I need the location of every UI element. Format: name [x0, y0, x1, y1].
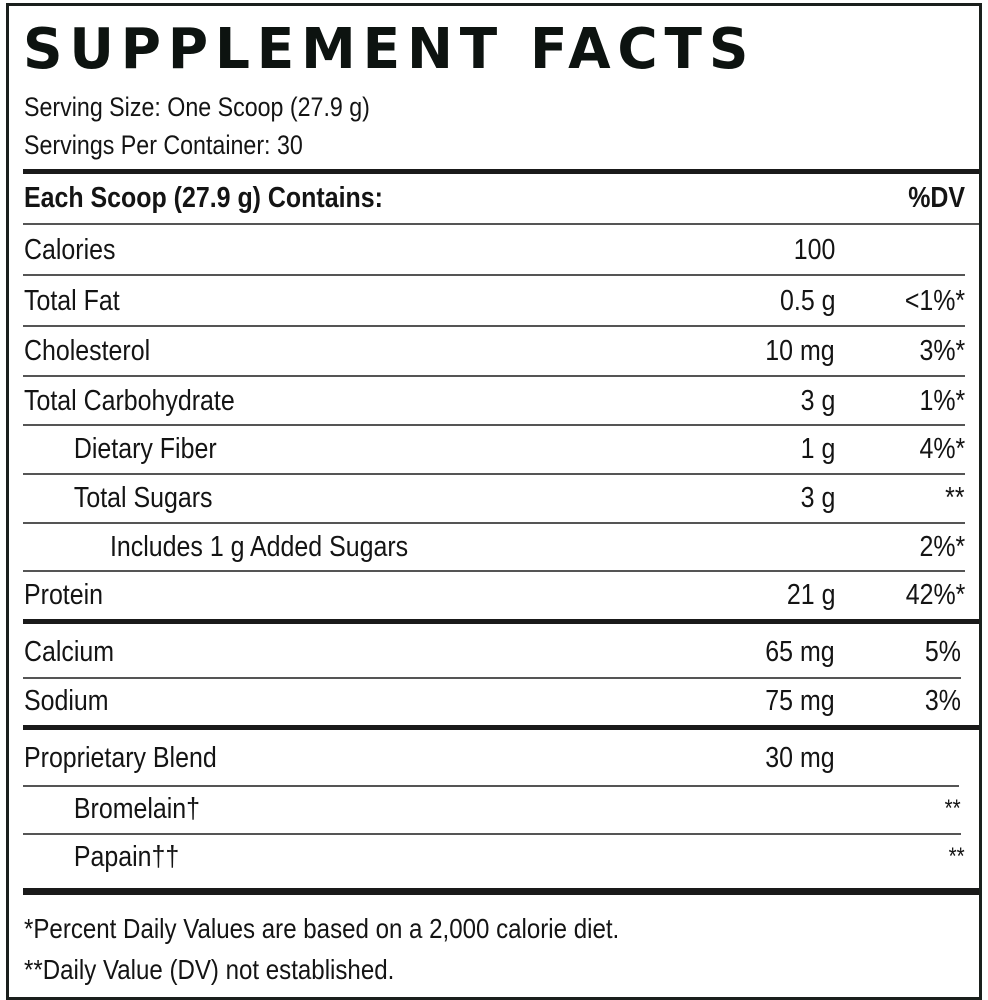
divider-thick — [23, 888, 979, 895]
nutrient-dv: 2%* — [919, 531, 965, 563]
mineral-amount: 75 mg — [765, 685, 835, 717]
ingredient-name: Papain†† — [73, 841, 180, 873]
table-row-protein: Protein 21 g 42%* — [23, 570, 965, 618]
ingredient-dv: ** — [944, 795, 961, 822]
contains-header: Each Scoop (27.9 g) Contains: — [24, 182, 383, 214]
divider — [23, 375, 965, 377]
nutrient-name: Total Sugars — [73, 482, 213, 514]
nutrient-amount: 0.5 g — [779, 285, 835, 317]
table-row-total-fat: Total Fat 0.5 g <1%* — [23, 276, 965, 324]
footnote-dv-basis: *Percent Daily Values are based on a 2,0… — [24, 913, 620, 944]
nutrient-name: Includes 1 g Added Sugars — [110, 531, 409, 563]
mineral-dv: 3% — [924, 685, 961, 717]
supplement-facts-panel: SUPPLEMENT FACTS Serving Size: One Scoop… — [6, 3, 982, 1000]
mineral-dv: 5% — [924, 636, 961, 668]
ingredient-name: Bromelain† — [73, 793, 201, 825]
divider — [23, 424, 965, 426]
divider — [23, 522, 965, 524]
nutrient-dv: 42%* — [905, 579, 965, 611]
serving-size: Serving Size: One Scoop (27.9 g) — [24, 92, 370, 122]
nutrient-dv: 4%* — [919, 433, 965, 465]
divider-thick — [23, 619, 979, 624]
table-row-dietary-fiber: Dietary Fiber 1 g 4%* — [23, 424, 965, 472]
divider — [23, 473, 965, 475]
blend-amount: 30 mg — [765, 742, 835, 774]
blend-name: Proprietary Blend — [24, 742, 217, 774]
table-row-total-carbohydrate: Total Carbohydrate 3 g 1%* — [23, 376, 965, 424]
nutrient-dv: 1%* — [919, 385, 965, 417]
mineral-amount: 65 mg — [765, 636, 835, 668]
dv-header: %DV — [908, 182, 965, 214]
nutrient-amount: 3 g — [800, 385, 835, 417]
mineral-name: Sodium — [24, 685, 109, 717]
table-row-total-sugars: Total Sugars 3 g ** — [23, 473, 965, 521]
table-row-added-sugars: Includes 1 g Added Sugars 2%* — [23, 522, 965, 570]
nutrient-name: Total Carbohydrate — [24, 385, 235, 417]
table-row-papain: Papain†† ** — [23, 832, 965, 880]
divider — [23, 677, 961, 679]
table-header-row: Each Scoop (27.9 g) Contains: %DV — [23, 173, 965, 221]
divider — [23, 274, 965, 276]
mineral-name: Calcium — [24, 636, 115, 668]
nutrient-amount: 3 g — [800, 482, 835, 514]
nutrient-name: Dietary Fiber — [73, 433, 217, 465]
table-row-calcium: Calcium 65 mg 5% — [23, 627, 965, 675]
table-row-calories: Calories 100 — [23, 225, 965, 273]
footnote-dv-not-established: **Daily Value (DV) not established. — [24, 954, 395, 985]
divider — [23, 325, 965, 327]
nutrient-amount: 21 g — [786, 579, 835, 611]
divider — [23, 833, 961, 835]
nutrient-dv: ** — [945, 482, 965, 514]
nutrient-amount: 100 — [793, 234, 835, 266]
divider — [23, 570, 965, 572]
nutrient-dv: 3%* — [919, 335, 965, 367]
divider-thick — [23, 169, 979, 174]
table-row-cholesterol: Cholesterol 10 mg 3%* — [23, 326, 965, 374]
nutrient-name: Protein — [24, 579, 104, 611]
nutrient-name: Calories — [24, 234, 116, 266]
table-row-bromelain: Bromelain† ** — [23, 784, 965, 832]
panel-title: SUPPLEMENT FACTS — [23, 17, 756, 82]
nutrient-dv: <1%* — [904, 285, 965, 317]
servings-per-container: Servings Per Container: 30 — [24, 130, 303, 160]
divider — [23, 785, 959, 787]
table-row-sodium: Sodium 75 mg 3% — [23, 676, 965, 724]
nutrient-name: Cholesterol — [24, 335, 151, 367]
divider-thick — [23, 725, 979, 730]
nutrient-amount: 1 g — [800, 433, 835, 465]
table-row-proprietary-blend: Proprietary Blend 30 mg — [23, 733, 965, 781]
nutrient-amount: 10 mg — [765, 335, 835, 367]
divider — [23, 223, 979, 225]
nutrient-name: Total Fat — [24, 285, 120, 317]
ingredient-dv: ** — [948, 843, 965, 870]
